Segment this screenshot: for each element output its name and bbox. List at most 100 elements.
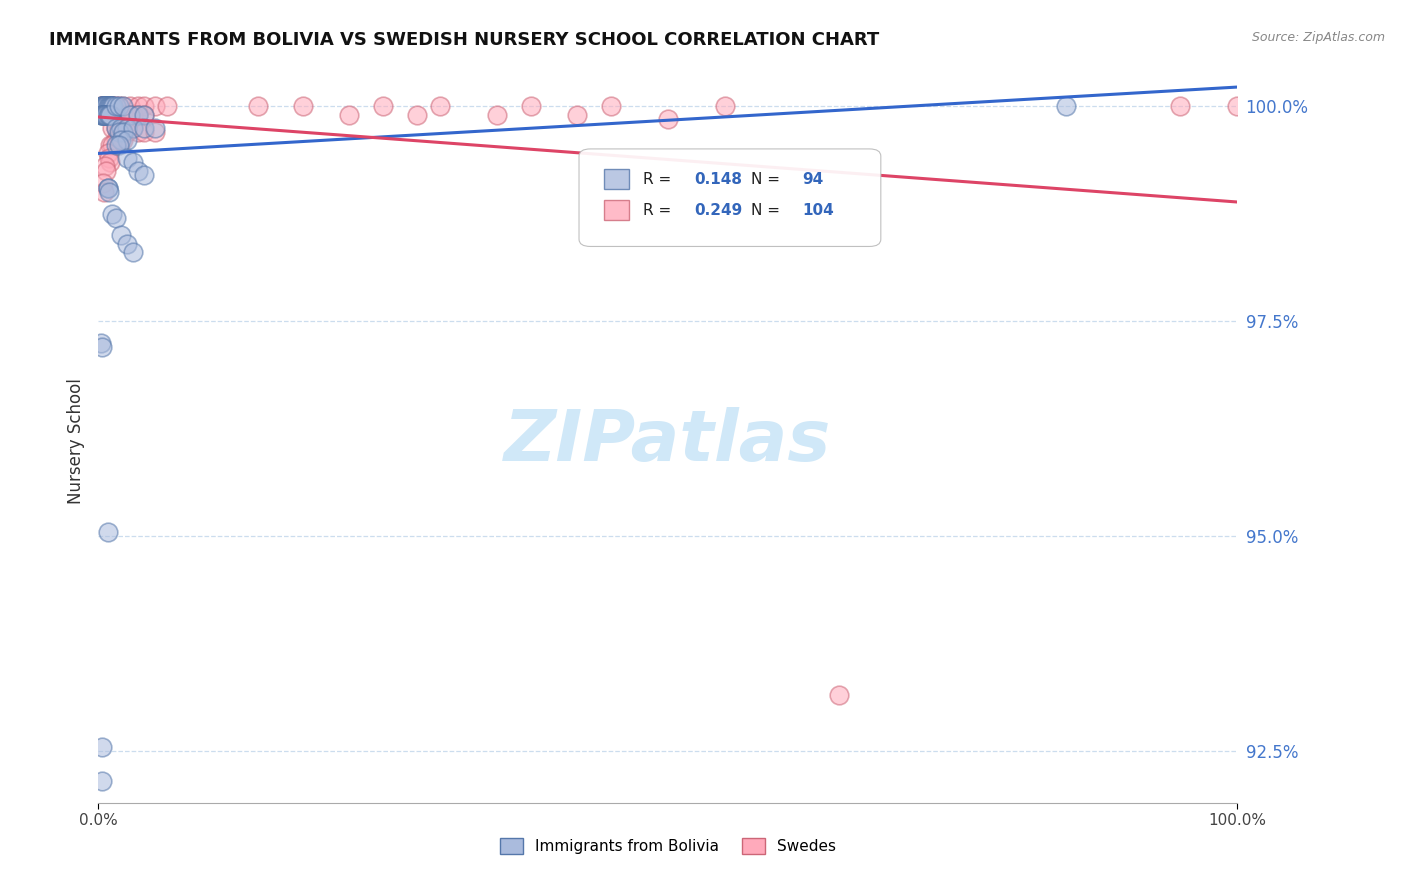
Point [115,151,138,165]
Point [127,163,149,178]
Point [132,108,155,122]
Legend: Immigrants from Bolivia, Swedes: Immigrants from Bolivia, Swedes [494,832,842,860]
Point [96,99,118,113]
Point [96,99,118,113]
Point [90,99,112,113]
Point [145,125,167,139]
Point [104,108,127,122]
Point [100,108,122,122]
Point [600,99,623,113]
Point [110,108,132,122]
Point [96,108,118,122]
Point [145,120,167,135]
Point [96,163,118,178]
Point [115,120,138,135]
Point [94,99,117,113]
Point [94,108,117,122]
FancyBboxPatch shape [605,200,628,220]
Point [96,99,118,113]
Text: 0.148: 0.148 [695,172,742,186]
Text: N =: N = [751,172,785,186]
Point [104,137,127,152]
Point [97,108,120,122]
Text: N =: N = [751,202,785,218]
Point [108,133,131,147]
Point [97,99,120,113]
Point [100,99,122,113]
Point [98,108,121,122]
Point [520,99,543,113]
Point [101,99,124,113]
Point [98,155,121,169]
Point [127,125,149,139]
Point [93,99,115,113]
Point [96,99,118,113]
Point [156,99,179,113]
Point [120,99,142,113]
Point [96,99,118,113]
Point [115,120,138,135]
Point [104,120,127,135]
Point [93,99,115,113]
Point [91,99,114,113]
Point [371,99,394,113]
Point [96,99,118,113]
Point [337,108,360,122]
Point [127,99,149,113]
Point [97,99,120,113]
Point [101,99,124,113]
Point [101,137,124,152]
Point [486,108,509,122]
Point [104,99,127,113]
Point [714,99,737,113]
Point [565,108,588,122]
Point [132,125,155,139]
Point [657,112,679,126]
Point [93,99,115,113]
Point [429,99,451,113]
Point [112,99,135,113]
Point [101,99,124,113]
Point [97,99,120,113]
Point [97,185,120,199]
Point [127,108,149,122]
Point [145,99,167,113]
Point [121,245,143,260]
Point [90,99,112,113]
Point [103,99,125,113]
Point [115,133,138,147]
Point [108,120,131,135]
Point [91,99,114,113]
Point [96,99,118,113]
Point [90,340,112,354]
Point [104,133,127,147]
Y-axis label: Nursery School: Nursery School [66,378,84,505]
Point [91,108,114,122]
Point [112,125,135,139]
Point [1054,99,1078,113]
Point [96,146,118,161]
Point [94,99,117,113]
Point [98,99,121,113]
Point [94,159,117,173]
Point [100,99,122,113]
Text: 94: 94 [803,172,824,186]
Point [98,99,121,113]
Point [246,99,269,113]
Point [101,206,124,220]
Point [96,99,118,113]
Point [97,99,120,113]
Point [100,99,122,113]
Point [108,125,131,139]
Point [91,99,114,113]
Point [91,99,114,113]
Point [96,99,118,113]
Point [120,108,142,122]
Point [104,99,127,113]
Text: R =: R = [643,202,676,218]
Point [96,99,118,113]
FancyBboxPatch shape [579,149,880,246]
Point [91,177,114,191]
Point [132,108,155,122]
Point [90,108,112,122]
